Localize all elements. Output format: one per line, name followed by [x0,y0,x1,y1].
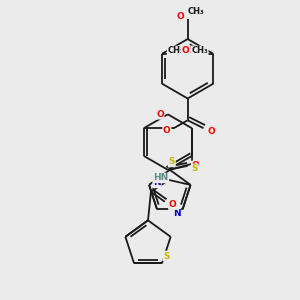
Text: CH₃: CH₃ [167,46,184,56]
Text: O: O [156,110,164,119]
Text: CH₃: CH₃ [187,7,204,16]
Text: O: O [163,126,171,135]
Text: O: O [208,127,215,136]
Text: S: S [169,158,175,166]
Text: O: O [169,200,177,209]
Text: CH₃: CH₃ [191,46,208,56]
Text: O: O [182,46,190,56]
Text: O: O [177,12,184,21]
Text: HN: HN [153,173,168,182]
Text: S: S [192,164,198,173]
Text: N: N [153,178,161,188]
Text: O: O [186,46,194,56]
Text: N: N [173,209,181,218]
Text: O: O [192,161,200,170]
Text: S: S [163,251,170,260]
